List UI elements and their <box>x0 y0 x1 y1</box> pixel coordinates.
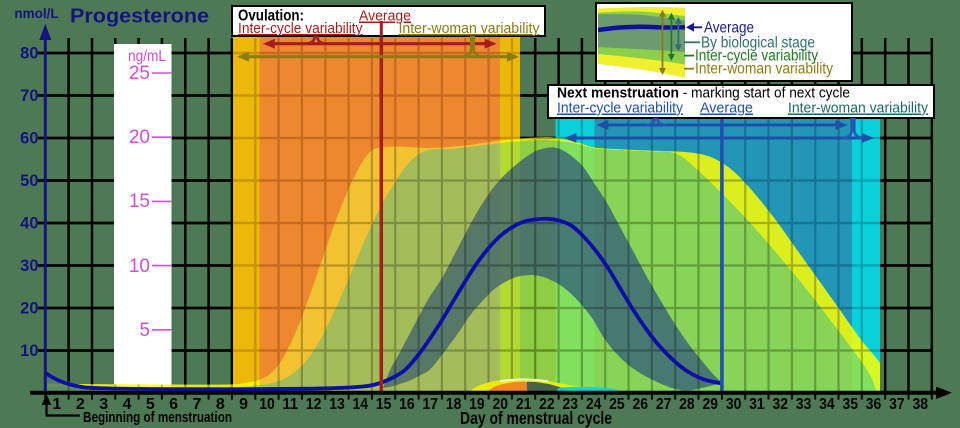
svg-text:Inter-woman variability: Inter-woman variability <box>695 61 833 78</box>
svg-text:4: 4 <box>123 396 132 413</box>
svg-text:21: 21 <box>516 396 532 413</box>
svg-text:22: 22 <box>539 396 555 413</box>
svg-text:11: 11 <box>283 396 299 413</box>
svg-text:37: 37 <box>889 396 905 413</box>
svg-text:29: 29 <box>702 396 718 413</box>
svg-text:Next menstruation - marking st: Next menstruation - marking start of nex… <box>557 85 850 102</box>
svg-text:12: 12 <box>306 396 322 413</box>
svg-text:10: 10 <box>129 256 150 277</box>
svg-text:33: 33 <box>796 396 812 413</box>
svg-text:Average: Average <box>700 100 753 117</box>
svg-text:80: 80 <box>20 45 38 63</box>
svg-text:26: 26 <box>632 396 648 413</box>
svg-text:Inter-cycle variability: Inter-cycle variability <box>557 100 683 117</box>
svg-text:28: 28 <box>679 396 695 413</box>
svg-text:20: 20 <box>20 300 38 318</box>
svg-text:5: 5 <box>146 396 155 413</box>
svg-text:Inter-woman variability: Inter-woman variability <box>399 20 540 37</box>
svg-text:17: 17 <box>423 396 439 413</box>
svg-text:19: 19 <box>469 396 485 413</box>
svg-text:Beginning of menstruation: Beginning of menstruation <box>83 409 232 426</box>
svg-text:60: 60 <box>20 130 38 148</box>
svg-text:24: 24 <box>586 396 602 413</box>
svg-text:15: 15 <box>376 396 392 413</box>
svg-text:Ovulation:: Ovulation: <box>238 8 304 25</box>
svg-text:Day of menstrual cycle: Day of menstrual cycle <box>460 408 612 428</box>
svg-text:38: 38 <box>912 396 928 413</box>
svg-text:ng/mL: ng/mL <box>128 48 166 65</box>
svg-text:5: 5 <box>139 320 150 341</box>
svg-text:20: 20 <box>493 396 509 413</box>
svg-text:34: 34 <box>819 396 835 413</box>
svg-text:8: 8 <box>216 396 225 413</box>
svg-text:14: 14 <box>353 396 369 413</box>
svg-text:Inter-cycle variability: Inter-cycle variability <box>695 48 818 65</box>
svg-text:Average: Average <box>359 8 411 25</box>
svg-text:9: 9 <box>239 396 248 413</box>
svg-text:By biological stage: By biological stage <box>701 34 815 51</box>
svg-text:35: 35 <box>842 396 858 413</box>
svg-text:30: 30 <box>20 257 38 275</box>
svg-text:25: 25 <box>609 396 625 413</box>
svg-text:70: 70 <box>20 87 38 105</box>
svg-text:13: 13 <box>329 396 345 413</box>
svg-text:40: 40 <box>20 215 38 233</box>
svg-text:Average: Average <box>704 19 754 36</box>
svg-text:10: 10 <box>20 342 38 360</box>
svg-text:25: 25 <box>129 63 150 84</box>
svg-text:7: 7 <box>193 396 202 413</box>
svg-text:18: 18 <box>446 396 462 413</box>
svg-text:1: 1 <box>53 396 62 413</box>
svg-text:10: 10 <box>259 396 275 413</box>
svg-text:3: 3 <box>99 396 108 413</box>
svg-text:15: 15 <box>129 191 150 212</box>
svg-text:Inter-cycle variability: Inter-cycle variability <box>238 20 363 37</box>
svg-text:Progesterone: Progesterone <box>70 6 209 28</box>
svg-text:Inter-woman variability: Inter-woman variability <box>788 100 928 117</box>
svg-text:50: 50 <box>20 172 38 190</box>
svg-text:32: 32 <box>772 396 788 413</box>
svg-text:36: 36 <box>866 396 882 413</box>
svg-text:20: 20 <box>129 127 150 148</box>
svg-text:2: 2 <box>76 396 85 413</box>
svg-text:23: 23 <box>563 396 579 413</box>
svg-text:27: 27 <box>656 396 672 413</box>
svg-text:nmol/L: nmol/L <box>14 6 58 21</box>
svg-text:16: 16 <box>399 396 415 413</box>
svg-text:31: 31 <box>749 396 765 413</box>
svg-text:30: 30 <box>726 396 742 413</box>
svg-text:6: 6 <box>169 396 178 413</box>
